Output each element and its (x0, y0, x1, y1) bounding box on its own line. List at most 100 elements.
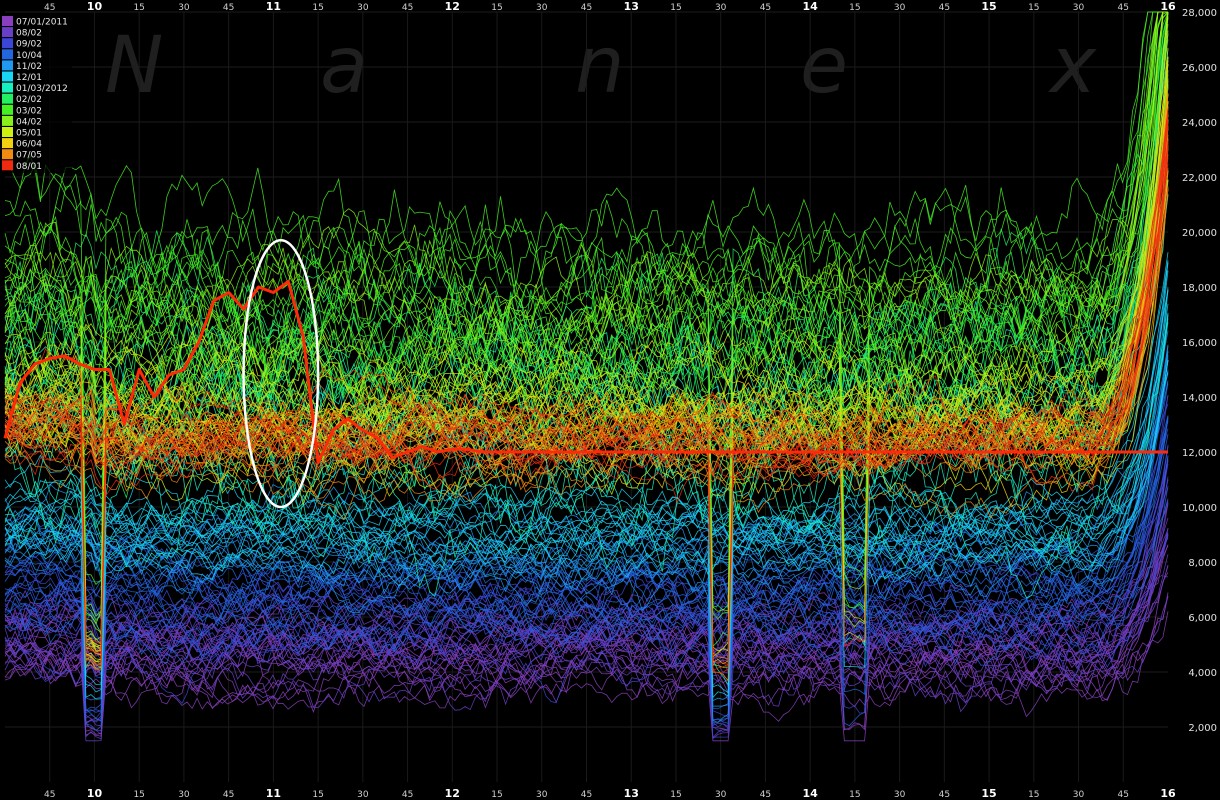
background-series-line (4, 11, 1168, 620)
background-series-line (4, 11, 1168, 612)
background-series-line (4, 11, 1169, 398)
background-series-line (4, 11, 1168, 357)
background-series-line (4, 106, 1169, 652)
x-hour-tick-label: 16 (1160, 0, 1176, 13)
x-minute-tick-label: 15 (312, 790, 323, 800)
legend-swatch (2, 60, 13, 71)
y-tick-label: 2,000 (1188, 723, 1217, 734)
background-series-line (4, 534, 1169, 738)
background-series-line (4, 369, 1169, 701)
x-hour-tick-label: 14 (802, 787, 818, 800)
x-minute-tick-label: 30 (894, 790, 906, 800)
background-series-line (4, 119, 1169, 669)
legend-swatch (2, 49, 13, 60)
legend-swatch (2, 93, 13, 104)
y-tick-label: 10,000 (1182, 503, 1217, 514)
background-series-line (4, 321, 1169, 575)
background-series-line (4, 11, 1169, 424)
background-series-line (4, 355, 1169, 707)
y-tick-label: 28,000 (1182, 8, 1217, 19)
x-minute-tick-label: 30 (536, 3, 548, 13)
background-series-line (4, 528, 1169, 704)
background-series-line (4, 179, 1169, 506)
x-minute-tick-label: 15 (133, 3, 144, 13)
legend-label: 08/01 (16, 162, 42, 172)
x-minute-tick-label: 45 (581, 3, 592, 13)
legend-label: 07/05 (16, 151, 42, 161)
background-series-line (4, 179, 1169, 534)
x-hour-tick-label: 12 (445, 0, 460, 13)
background-series-line (4, 360, 1169, 700)
background-series-line (4, 371, 1169, 578)
x-minute-tick-label: 30 (1073, 790, 1085, 800)
x-hour-tick-label: 15 (981, 787, 996, 800)
legend-label: 01/03/2012 (16, 84, 68, 94)
x-minute-tick-label: 15 (670, 3, 681, 13)
background-series-line (4, 79, 1169, 457)
legend-swatch (2, 160, 13, 171)
background-series-line (4, 517, 1169, 739)
background-series-line (4, 315, 1169, 561)
legend-label: 02/02 (16, 95, 42, 105)
background-series-line (4, 11, 1168, 582)
background-series-line (4, 116, 1169, 465)
legend-swatch (2, 149, 13, 160)
x-minute-tick-label: 45 (1118, 790, 1129, 800)
x-minute-tick-label: 15 (849, 790, 860, 800)
annotation-ellipse (242, 239, 320, 509)
background-series-line (4, 373, 1169, 583)
background-series-line (4, 596, 1169, 690)
x-minute-tick-label: 15 (849, 3, 860, 13)
x-hour-tick-label: 13 (624, 787, 639, 800)
legend-label: 06/04 (16, 140, 42, 150)
x-minute-tick-label: 15 (1028, 790, 1039, 800)
background-series-line (4, 318, 1169, 599)
x-minute-tick-label: 45 (760, 3, 771, 13)
y-tick-label: 18,000 (1182, 283, 1217, 294)
background-series-line (4, 11, 1168, 634)
background-series-line (4, 11, 1168, 383)
background-series-line (4, 39, 1169, 488)
legend-swatch (2, 104, 13, 115)
x-axis-bottom: 45 10 15 30 45 11 15 30 45 12 15 30 45 13 15 30 45 14 15 30… (44, 787, 1176, 800)
x-hour-tick-label: 11 (266, 787, 281, 800)
background-series-line (4, 142, 1169, 667)
background-series-line (4, 11, 1168, 622)
y-tick-label: 24,000 (1182, 118, 1217, 129)
x-minute-tick-label: 45 (581, 790, 592, 800)
x-minute-tick-label: 45 (44, 790, 55, 800)
background-series-line (4, 262, 1169, 551)
y-tick-label: 20,000 (1182, 228, 1217, 239)
background-series-line (4, 145, 1169, 485)
y-tick-label: 12,000 (1182, 448, 1217, 459)
x-hour-tick-label: 13 (624, 0, 639, 13)
x-hour-tick-label: 12 (445, 787, 460, 800)
background-series-line (4, 352, 1169, 723)
x-axis-top: 45 10 15 30 45 11 15 30 45 12 15 30 45 13 15 30 45 14 15 30… (44, 0, 1176, 13)
watermark-letter: a (320, 21, 368, 111)
legend-swatch (2, 82, 13, 93)
watermark-letter: x (1047, 21, 1097, 111)
x-minute-tick-label: 45 (223, 790, 234, 800)
background-series-line (4, 350, 1169, 607)
background-series-line (4, 461, 1169, 728)
background-series-line (4, 359, 1169, 580)
legend-swatch (2, 115, 13, 126)
background-series-line (4, 289, 1169, 548)
legend-label: 04/02 (16, 117, 42, 127)
x-minute-tick-label: 45 (1118, 3, 1129, 13)
x-minute-tick-label: 30 (1073, 3, 1085, 13)
x-minute-tick-label: 45 (223, 3, 234, 13)
y-tick-label: 26,000 (1182, 63, 1217, 74)
watermark-letter: e (800, 21, 848, 111)
legend-swatch (2, 38, 13, 49)
x-minute-tick-label: 30 (357, 790, 369, 800)
legend-swatch (2, 127, 13, 137)
x-minute-tick-label: 45 (939, 3, 950, 13)
background-series-line (4, 270, 1169, 553)
legend-label: 03/02 (16, 106, 42, 116)
background-series-line (4, 500, 1169, 727)
background-series-line (4, 554, 1169, 740)
